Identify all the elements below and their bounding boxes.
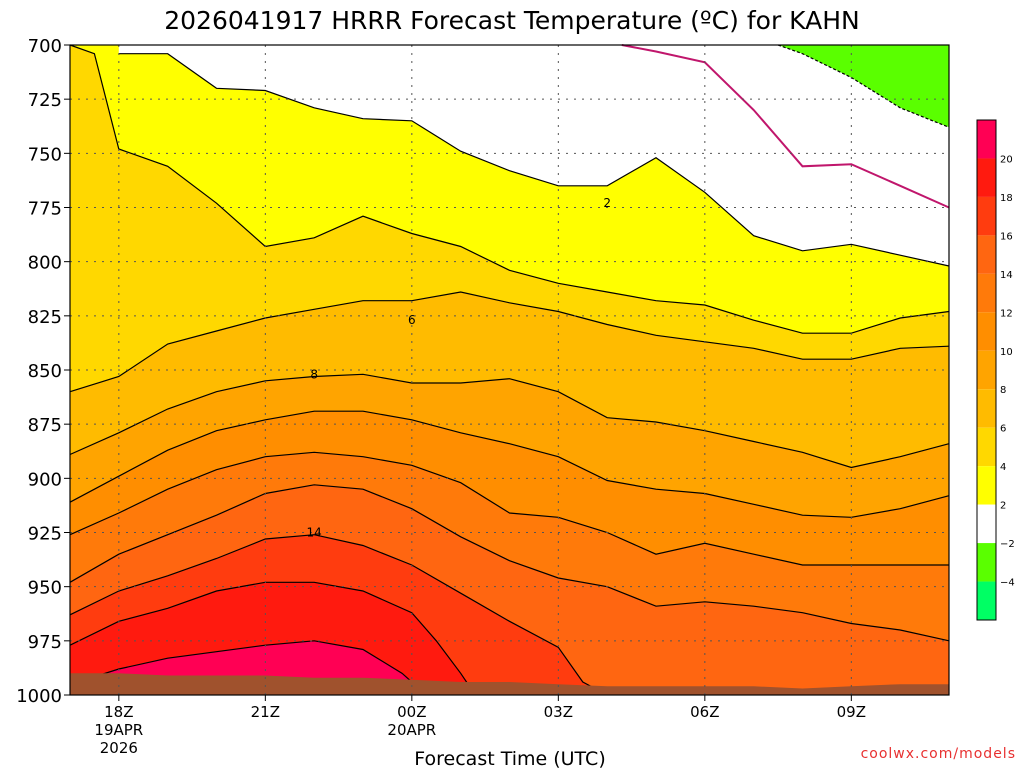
contour-lines — [69, 44, 950, 696]
x-tick-date: 20APR — [387, 721, 436, 739]
y-tick-label: 925 — [28, 524, 62, 545]
band-minus2to2 — [118, 45, 950, 266]
contour-labels: 2 6 8 14 — [307, 196, 611, 539]
colorbar-bin — [977, 273, 996, 313]
colorbar-bin — [977, 158, 996, 197]
colorbar-tick-label: 8 — [1000, 385, 1006, 396]
x-tick-label: 06Z — [690, 703, 719, 721]
colorbar-tick-label: 4 — [1000, 462, 1006, 473]
colorbar-frame — [976, 119, 997, 621]
colorbar-tick-label: 2 — [1000, 501, 1006, 512]
contour-8to10 — [69, 373, 950, 469]
ground-surface — [70, 673, 949, 695]
colorbar-tick-label: 20 — [1000, 154, 1013, 165]
colorbar-bin — [977, 350, 996, 390]
colorbar-bin — [977, 427, 996, 467]
colorbar-tick-label: −2 — [1000, 539, 1015, 550]
contour-16to18 — [69, 534, 608, 696]
colorbar-bin — [977, 389, 996, 428]
contour-label-6: 6 — [408, 313, 416, 327]
axes: 700 725 750 775 800 825 850 875 900 925 950 975 1000… — [16, 36, 950, 757]
x-tick-label: 18Z — [104, 703, 133, 721]
colorbar-tick-label: 12 — [1000, 308, 1013, 319]
contour-2 — [118, 53, 950, 267]
chart-title: 2026041917 HRRR Forecast Temperature (ºC… — [164, 6, 859, 35]
contour-4 — [69, 44, 950, 334]
colorbar-bin — [977, 235, 996, 274]
y-tick-label: 800 — [28, 253, 62, 274]
colorbar: 20 18 16 14 12 10 8 6 4 2 −2 −4 — [976, 119, 1015, 621]
y-tick-label: 825 — [28, 307, 62, 328]
x-tick-label: 09Z — [837, 703, 866, 721]
colorbar-bin — [977, 196, 996, 236]
temperature-fills — [70, 45, 950, 695]
colorbar-bin — [977, 581, 996, 620]
y-tick-label: 900 — [28, 469, 62, 490]
y-tick-label: 750 — [28, 144, 62, 165]
colorbar-bin — [977, 466, 996, 505]
y-tick-label: 700 — [28, 36, 62, 57]
colorbar-tick-label: 16 — [1000, 231, 1013, 242]
contour-10to12 — [69, 410, 950, 518]
x-tick-label: 03Z — [544, 703, 573, 721]
colorbar-tick-label: −4 — [1000, 578, 1015, 589]
colorbar-tick-label: 6 — [1000, 424, 1006, 435]
colorbar-tick-label: 10 — [1000, 347, 1013, 358]
contour-label-14: 14 — [307, 526, 322, 540]
contour-18to20 — [69, 581, 476, 696]
contour-label-8: 8 — [310, 367, 318, 381]
colorbar-bin — [977, 543, 996, 582]
x-axis-label: Forecast Time (UTC) — [414, 748, 605, 768]
y-tick-label: 975 — [28, 632, 62, 653]
contour-6to8 — [69, 291, 950, 393]
freezing-line — [621, 44, 950, 209]
y-tick-label: 725 — [28, 90, 62, 111]
y-tick-label: 775 — [28, 199, 62, 220]
colorbar-bin — [977, 120, 996, 159]
colorbar-tick-label: 14 — [1000, 270, 1013, 281]
x-tick-year: 2026 — [100, 739, 138, 757]
colorbar-tick-label: 18 — [1000, 193, 1013, 204]
colorbar-bin — [977, 504, 996, 544]
x-tick-label: 00Z — [397, 703, 426, 721]
y-tick-label: 950 — [28, 578, 62, 599]
y-tick-label: 850 — [28, 361, 62, 382]
y-tick-label: 875 — [28, 415, 62, 436]
contour-14to16 — [69, 484, 950, 642]
y-tick-label: 1000 — [16, 686, 62, 707]
contour-12to14 — [69, 451, 949, 566]
credit-text: coolwx.com/models — [861, 746, 1016, 762]
contour-label-2: 2 — [603, 196, 611, 210]
colorbar-bin — [977, 312, 996, 351]
x-tick-label: 21Z — [251, 703, 280, 721]
band-minus4to-2 — [778, 45, 949, 128]
x-tick-date: 19APR — [94, 721, 143, 739]
